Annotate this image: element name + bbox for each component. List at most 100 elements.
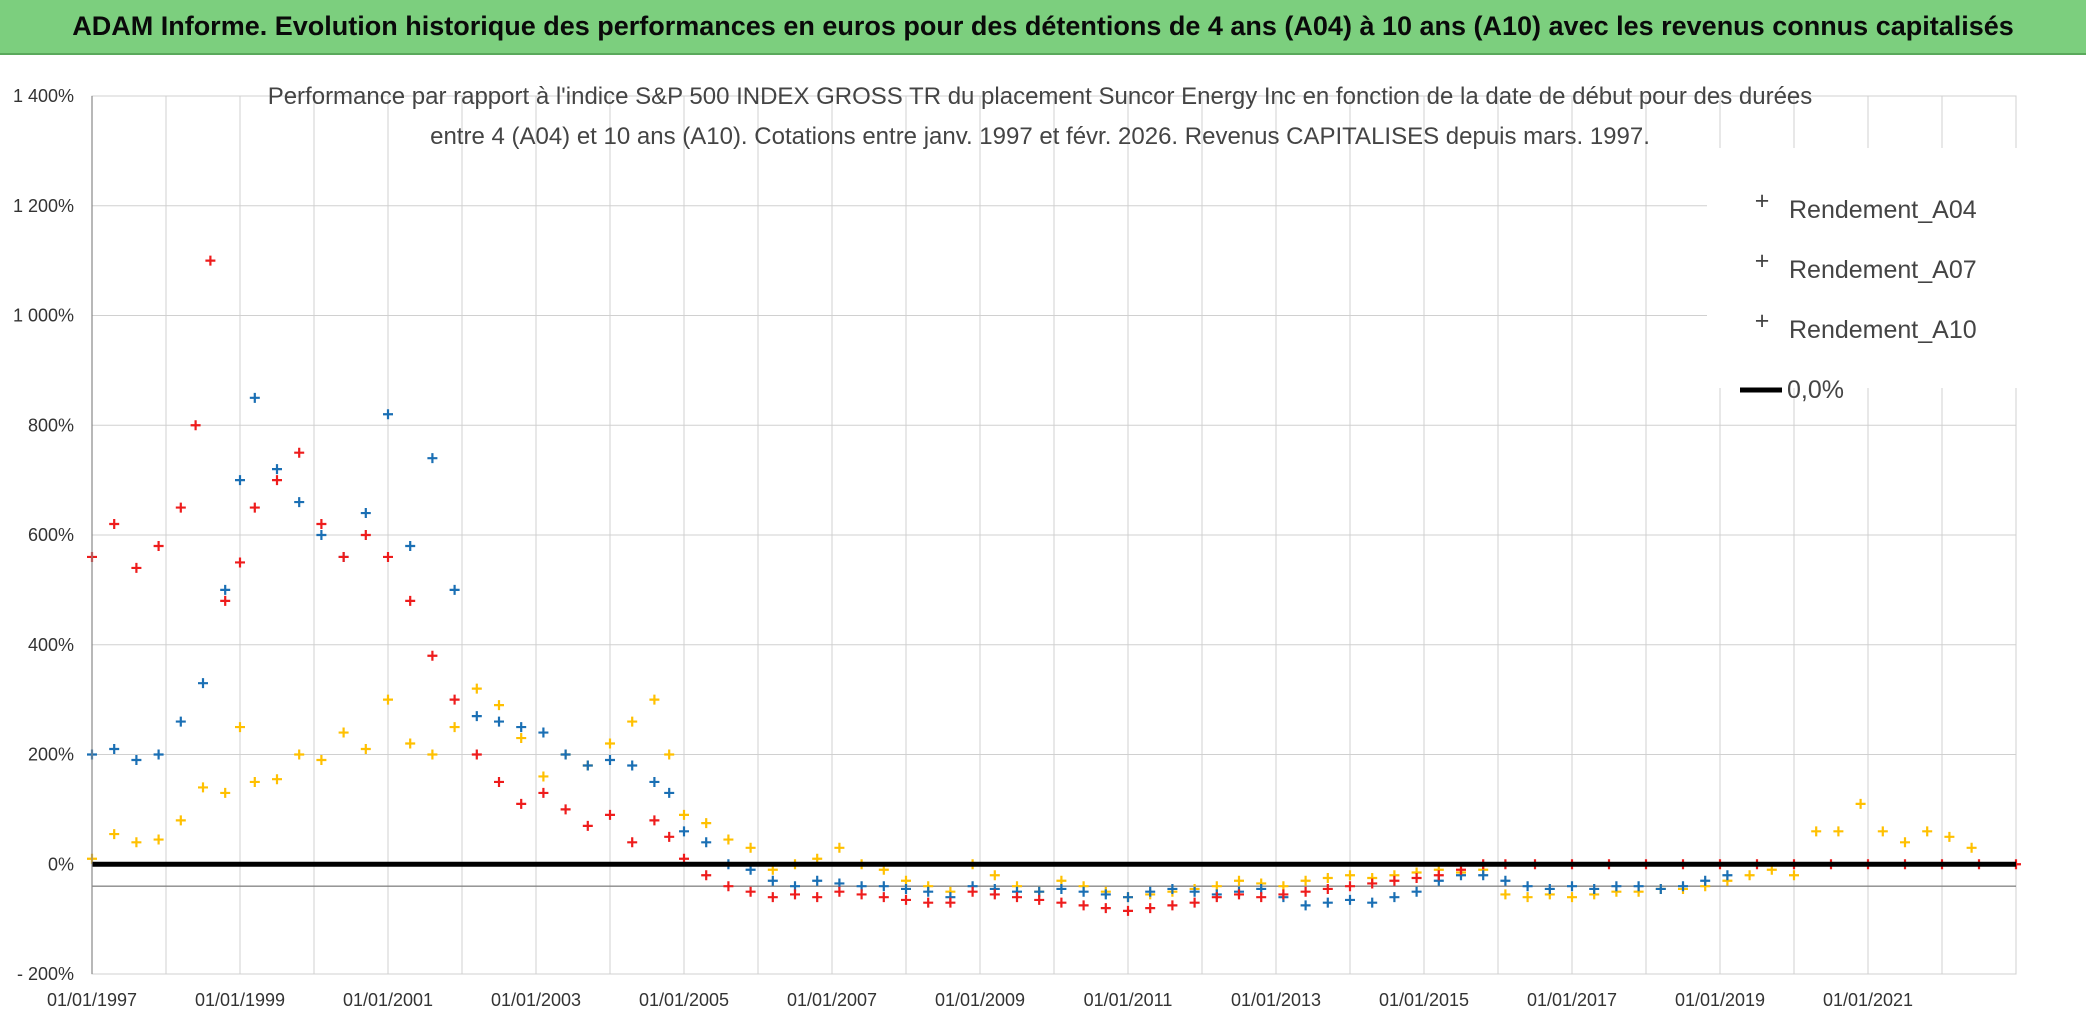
data-point [790,889,800,900]
data-point [316,530,327,540]
data-point [767,892,778,903]
data-point [1167,883,1178,894]
data-point [272,475,282,486]
x-tick-label: 01/01/2007 [787,990,877,1010]
data-point [1145,886,1156,897]
data-point [220,595,231,606]
data-point [427,749,438,760]
data-point [1877,826,1888,837]
performance-scatter-chart: - 200% 0% 200% 400% 600% 800% 1 000% 1 200% 1 40… [13,83,2021,1010]
data-point [1744,870,1755,881]
data-point [153,540,164,551]
data-point [745,886,756,897]
data-point [1633,881,1644,892]
data-point [175,502,186,513]
data-point [627,760,638,771]
data-point [1567,892,1577,903]
x-tick-label: 01/01/2019 [1675,990,1765,1010]
data-point [131,562,142,573]
data-point [220,584,231,595]
data-point [109,519,120,530]
data-point [294,749,305,760]
data-point [1922,826,1933,837]
data-point [1900,837,1910,848]
data-point [316,754,327,765]
data-point [1966,842,1977,853]
data-point [989,889,1000,900]
data-point [701,870,712,881]
x-tick-label: 01/01/2009 [935,990,1025,1010]
data-point [664,787,675,798]
data-point [405,595,416,606]
legend-marker-a04: + [1755,187,1770,215]
data-point [664,749,675,760]
y-tick-label: 1 200% [13,196,74,216]
data-point [131,754,142,765]
data-point [1278,889,1289,900]
data-point [235,722,245,733]
data-point [1345,894,1355,905]
data-point [360,744,371,755]
chart-title-line1: Performance par rapport à l'indice S&P 5… [268,83,1813,110]
data-point [175,716,186,727]
data-point [901,894,911,905]
data-point [1145,903,1156,914]
y-tick-label: 600% [28,525,74,545]
data-point [923,897,934,908]
data-point [745,842,756,853]
data-point [1056,897,1067,908]
data-point [1389,875,1400,886]
data-point [205,255,216,266]
data-point [494,700,504,711]
data-point [1078,900,1089,911]
data-point [1411,886,1422,897]
data-point [767,875,778,886]
data-point [701,837,712,848]
data-point [1322,883,1333,894]
data-point [383,409,393,420]
data-point [1367,897,1378,908]
data-point [649,694,660,705]
data-point [923,886,934,897]
data-point [649,815,660,826]
data-point [538,787,549,798]
data-point [294,497,305,508]
x-tick-label: 01/01/2015 [1379,990,1469,1010]
data-point [1700,875,1711,886]
data-point [109,744,120,755]
legend-label-a04: Rendement_A04 [1789,196,1977,224]
data-point [516,722,527,733]
data-point [812,875,823,886]
data-point [723,881,734,892]
y-tick-label: 400% [28,635,74,655]
data-point [153,834,164,845]
data-point [1322,897,1333,908]
data-point [834,842,845,853]
chart-points [87,255,2021,916]
data-point [723,834,734,845]
data-point [272,774,282,785]
data-point [538,771,549,782]
data-point [383,694,393,705]
data-point [1811,826,1822,837]
data-point [1722,870,1733,881]
series-Rendement_A10 [87,255,2021,916]
data-point [605,738,615,749]
data-point [1500,889,1511,900]
data-point [1078,886,1089,897]
data-point [560,804,571,815]
data-point [235,475,245,486]
data-point [449,722,460,733]
data-point [1100,903,1111,914]
chart-title-line2: entre 4 (A04) et 10 ans (A10). Cotations… [430,123,1650,150]
data-point [1256,892,1267,903]
data-point [198,678,208,689]
data-point [494,776,504,787]
data-point [627,716,638,727]
data-point [1367,878,1378,889]
data-point [131,837,142,848]
data-point [1100,889,1111,900]
data-point [427,453,438,464]
data-point [1234,889,1244,900]
data-point [405,540,416,551]
